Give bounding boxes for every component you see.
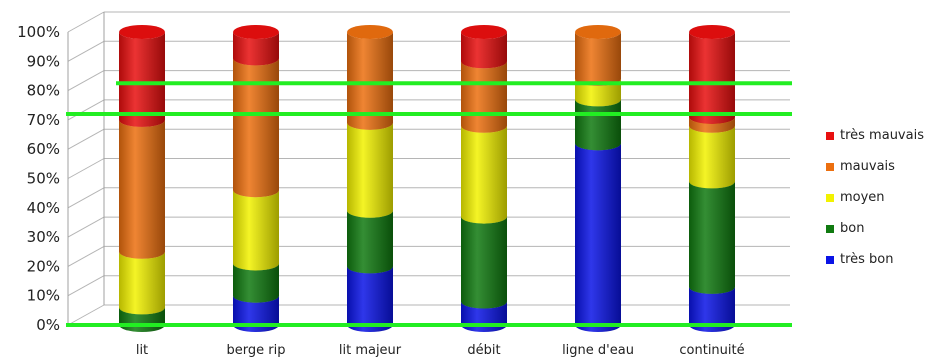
bar-segment: [689, 181, 735, 294]
bar-segment: [461, 125, 507, 224]
x-axis-labels: lit berge rip lit majeur débit ligne d'eau co…: [136, 343, 745, 358]
gridline-side: [67, 99, 105, 121]
y-tick-label: 50%: [27, 170, 60, 188]
bar-segment: [461, 61, 507, 133]
x-category-label: lit: [136, 343, 148, 358]
bar-segment-top: [347, 25, 393, 39]
bar-segment-top: [575, 25, 621, 39]
y-tick-label: 40%: [27, 199, 60, 217]
x-category-label: berge rip: [227, 343, 286, 358]
y-tick-label: 70%: [27, 111, 60, 129]
bar-segment-top: [233, 25, 279, 39]
bar-segment: [575, 143, 621, 332]
gridline-side: [67, 187, 105, 209]
gridline-side: [67, 128, 105, 150]
legend-label: moyen: [840, 190, 885, 205]
legend-swatch: [826, 131, 834, 140]
bar-segment: [575, 78, 621, 107]
bar-segment: [119, 32, 165, 127]
y-tick-label: 10%: [27, 287, 60, 305]
y-tick-label: 20%: [27, 257, 60, 275]
bar-segment: [347, 32, 393, 130]
bar-segment: [233, 190, 279, 271]
legend-swatch: [826, 224, 834, 233]
bar-stack: [575, 25, 621, 332]
bar-segment: [233, 295, 279, 332]
legend-swatch: [826, 255, 834, 264]
gridline-side: [67, 11, 105, 33]
x-category-label: continuité: [679, 343, 744, 358]
legend-item: bon: [826, 213, 924, 244]
bar-segment: [689, 286, 735, 332]
y-tick-label: 90%: [27, 52, 60, 70]
legend-label: bon: [840, 221, 865, 236]
bar-segment: [233, 263, 279, 303]
x-category-label: lit majeur: [339, 343, 402, 358]
legend-item: mauvais: [826, 151, 924, 182]
legend: très mauvais mauvais moyen bon très bon: [826, 120, 924, 275]
bar-segment: [461, 216, 507, 309]
bar-segment: [689, 125, 735, 189]
gridlines: [67, 11, 790, 326]
y-axis-ticks: 0% 10% 20% 30% 40% 50% 60% 70% 80% 90% 100%: [17, 23, 60, 334]
bars: [119, 25, 735, 332]
y-tick-label: 30%: [27, 228, 60, 246]
y-tick-label: 60%: [27, 140, 60, 158]
y-tick-label: 100%: [17, 23, 60, 41]
gridline-side: [67, 40, 105, 62]
legend-item: moyen: [826, 182, 924, 213]
bar-segment-top: [119, 25, 165, 39]
bar-stack: [119, 25, 165, 332]
legend-label: très mauvais: [840, 128, 924, 143]
reference-lines: [66, 81, 792, 327]
bar-segment: [347, 266, 393, 332]
gridline-side: [67, 275, 105, 297]
legend-label: mauvais: [840, 159, 895, 174]
bar-segment: [689, 116, 735, 133]
bar-stack: [689, 25, 735, 332]
bar-stack: [233, 25, 279, 332]
gridline-side: [67, 245, 105, 267]
legend-swatch: [826, 193, 834, 202]
gridline-side: [67, 216, 105, 238]
bar-segment: [575, 99, 621, 151]
y-tick-label: 0%: [36, 316, 60, 334]
bar-segment: [347, 122, 393, 218]
gridline-side: [67, 158, 105, 179]
x-category-label: débit: [467, 343, 500, 358]
y-tick-label: 80%: [27, 82, 60, 100]
bar-segment: [119, 119, 165, 259]
bar-segment: [233, 32, 279, 66]
bar-stack: [461, 25, 507, 332]
gridline-side: [67, 304, 105, 326]
bar-segment-top: [689, 25, 735, 39]
bar-stack: [347, 25, 393, 332]
gridline-side: [67, 70, 105, 92]
x-category-label: ligne d'eau: [562, 343, 634, 358]
bar-segment: [689, 32, 735, 124]
bar-segment: [233, 58, 279, 198]
bar-segment: [575, 32, 621, 86]
bar-segment: [119, 251, 165, 315]
legend-swatch: [826, 162, 834, 171]
bar-segment: [461, 32, 507, 69]
legend-label: très bon: [840, 252, 894, 267]
bar-segment: [347, 210, 393, 274]
bar-segment-top: [461, 25, 507, 39]
legend-item: très mauvais: [826, 120, 924, 151]
legend-item: très bon: [826, 244, 924, 275]
